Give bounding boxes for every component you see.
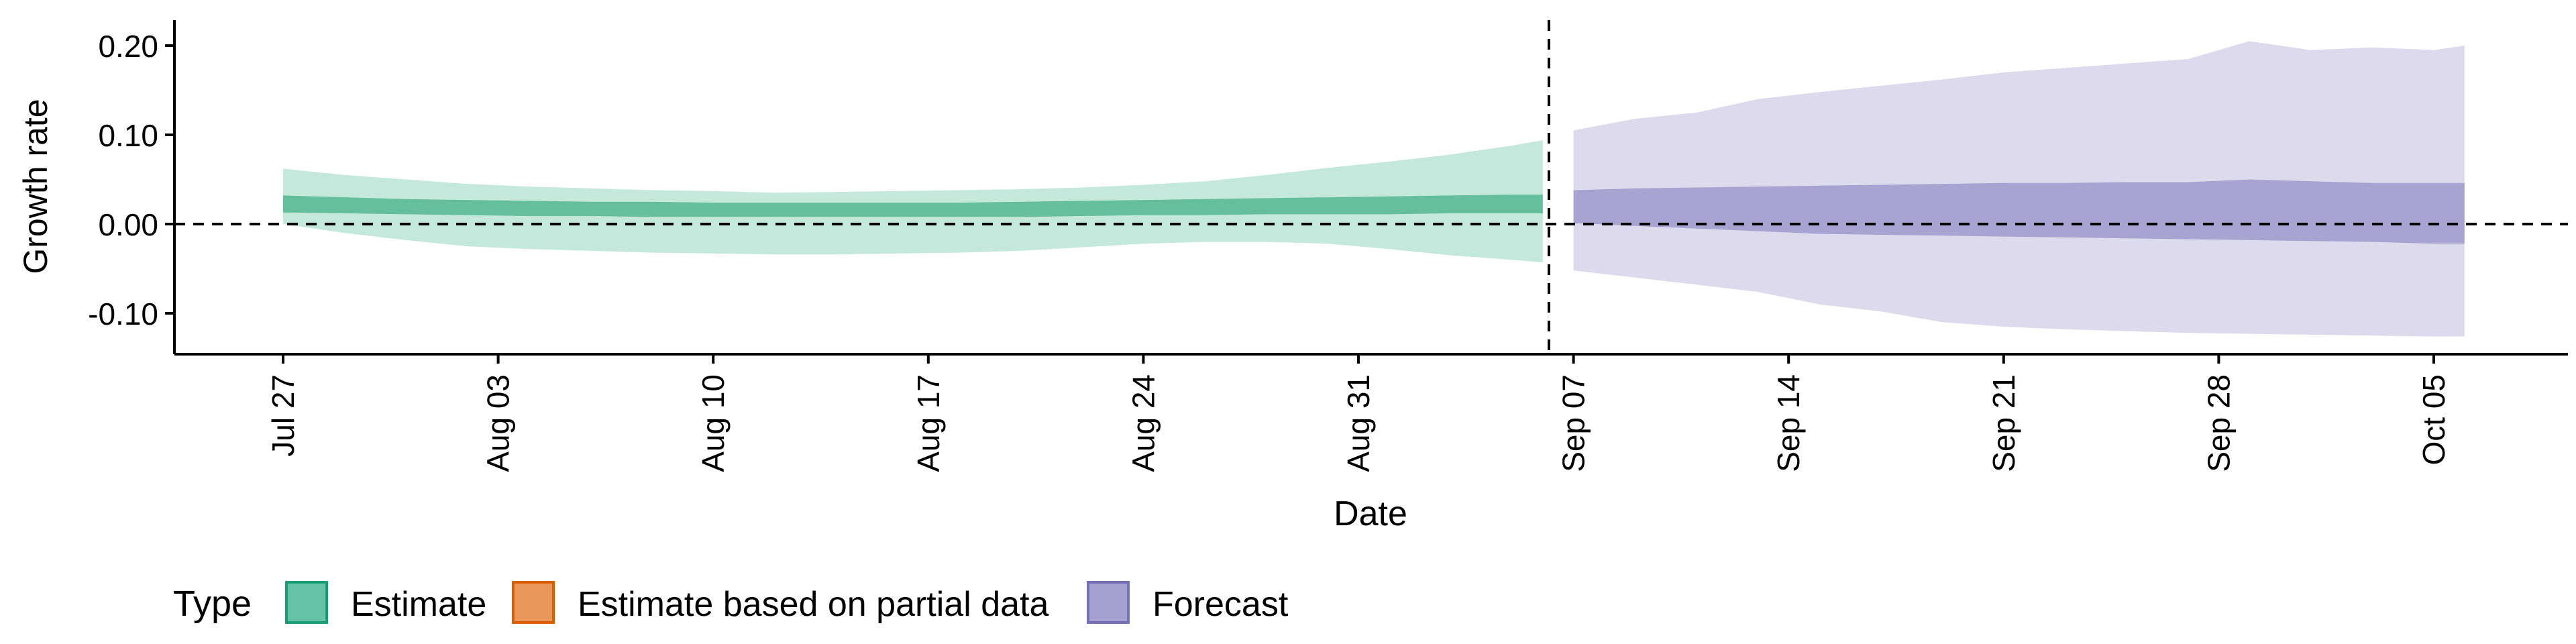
y-axis-title: Growth rate: [17, 99, 54, 274]
y-axis-ticks: 0.20 0.10 0.00 -0.10: [88, 29, 174, 331]
x-tick-label: Sep 07: [1556, 374, 1591, 472]
x-tick-label: Oct 05: [2416, 374, 2451, 466]
reference-lines: [174, 20, 2568, 354]
x-tick-label: Sep 14: [1771, 374, 1806, 472]
x-tick-label: Sep 21: [1986, 374, 2021, 472]
legend-label: Forecast: [1152, 585, 1289, 624]
x-tick-label: Aug 31: [1341, 374, 1376, 472]
legend-key-forecast: [1087, 581, 1130, 624]
band-layer: [283, 41, 2465, 337]
estimate-inner-band: [283, 195, 1543, 217]
y-tick-label: 0.00: [98, 207, 158, 242]
legend: Type Estimate Estimate based on partial d…: [173, 581, 1289, 624]
estimate-outer-band: [283, 140, 1543, 263]
x-tick-label: Sep 28: [2201, 374, 2236, 472]
x-tick-label: Aug 10: [696, 374, 731, 472]
legend-key-estimate-based-on-partial-data: [512, 581, 555, 624]
axes-layer: [173, 20, 2568, 356]
forecast-inner-band: [1573, 179, 2465, 244]
legend-label: Estimate based on partial data: [578, 585, 1049, 624]
x-tick-label: Aug 24: [1126, 374, 1161, 472]
y-tick-label: 0.10: [98, 118, 158, 153]
y-tick-label: -0.10: [88, 297, 158, 331]
x-tick-label: Aug 17: [911, 374, 946, 472]
y-tick-label: 0.20: [98, 29, 158, 64]
legend-title: Type: [173, 584, 252, 624]
x-tick-label: Aug 03: [481, 374, 516, 472]
legend-key-estimate: [285, 581, 328, 624]
x-tick-label: Jul 27: [266, 374, 301, 457]
legend-label: Estimate: [351, 585, 486, 624]
x-axis-ticks: Jul 27 Aug 03 Aug 10 Aug 17 Aug 24 Aug 31 Sep …: [266, 354, 2451, 472]
x-axis-title: Date: [1334, 494, 1407, 533]
